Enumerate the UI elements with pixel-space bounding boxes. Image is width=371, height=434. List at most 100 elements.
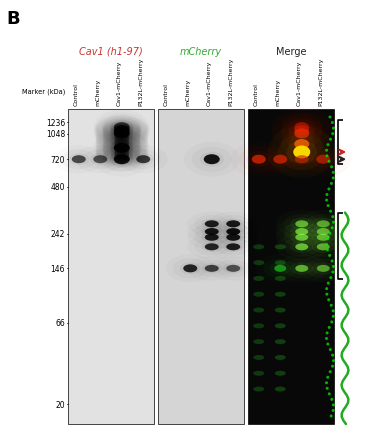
Ellipse shape (114, 139, 129, 147)
Ellipse shape (274, 265, 286, 272)
Text: Control: Control (254, 83, 259, 106)
Ellipse shape (205, 265, 219, 272)
Ellipse shape (295, 234, 308, 241)
Ellipse shape (331, 133, 334, 136)
Ellipse shape (316, 155, 330, 164)
Ellipse shape (317, 234, 330, 241)
Ellipse shape (332, 171, 335, 174)
Ellipse shape (114, 151, 129, 158)
Ellipse shape (275, 292, 286, 297)
Ellipse shape (288, 125, 315, 143)
Ellipse shape (326, 249, 329, 252)
Ellipse shape (312, 241, 335, 253)
Ellipse shape (114, 135, 129, 141)
Ellipse shape (275, 355, 286, 360)
Ellipse shape (288, 122, 315, 140)
Ellipse shape (253, 324, 264, 329)
Ellipse shape (246, 152, 271, 168)
Ellipse shape (330, 414, 333, 418)
Ellipse shape (114, 136, 129, 143)
Ellipse shape (114, 125, 129, 132)
Ellipse shape (114, 146, 129, 153)
Ellipse shape (114, 153, 129, 160)
Ellipse shape (267, 152, 293, 168)
Ellipse shape (325, 381, 328, 385)
Ellipse shape (253, 308, 264, 313)
Ellipse shape (114, 126, 130, 136)
Ellipse shape (331, 122, 334, 125)
Text: mCherry: mCherry (185, 79, 190, 106)
Ellipse shape (93, 156, 107, 164)
Text: 20: 20 (55, 400, 65, 409)
Ellipse shape (114, 128, 129, 135)
Ellipse shape (332, 404, 335, 407)
Text: 480: 480 (50, 183, 65, 192)
Ellipse shape (326, 332, 329, 335)
Ellipse shape (114, 129, 129, 136)
Ellipse shape (295, 244, 308, 251)
Ellipse shape (136, 156, 150, 164)
Text: 1048: 1048 (46, 130, 65, 139)
Ellipse shape (273, 155, 287, 164)
Ellipse shape (289, 153, 314, 167)
Ellipse shape (253, 387, 264, 391)
Ellipse shape (317, 265, 330, 272)
Ellipse shape (114, 156, 129, 163)
Ellipse shape (205, 234, 219, 241)
Ellipse shape (114, 144, 130, 154)
Ellipse shape (332, 309, 335, 312)
Ellipse shape (329, 138, 332, 141)
Ellipse shape (253, 292, 264, 297)
Ellipse shape (226, 234, 240, 241)
Ellipse shape (275, 276, 286, 281)
Ellipse shape (183, 265, 197, 273)
Text: mCherry: mCherry (180, 47, 222, 57)
Ellipse shape (114, 155, 129, 161)
Text: 242: 242 (50, 230, 65, 239)
Ellipse shape (312, 263, 335, 275)
Ellipse shape (114, 123, 130, 133)
Text: Cav1-mCherry: Cav1-mCherry (207, 60, 212, 106)
Ellipse shape (288, 136, 315, 154)
Ellipse shape (325, 293, 328, 296)
Ellipse shape (290, 226, 313, 238)
Ellipse shape (332, 127, 335, 130)
Ellipse shape (290, 241, 313, 253)
Ellipse shape (330, 304, 333, 307)
Ellipse shape (286, 141, 317, 164)
Ellipse shape (114, 145, 129, 151)
Ellipse shape (326, 376, 329, 379)
Ellipse shape (295, 265, 308, 272)
Bar (158, 110, 244, 424)
Ellipse shape (253, 339, 264, 344)
Ellipse shape (114, 150, 129, 157)
Text: Cav1-mCherry: Cav1-mCherry (297, 60, 302, 106)
Ellipse shape (325, 287, 328, 290)
Ellipse shape (205, 229, 219, 236)
Ellipse shape (114, 148, 129, 155)
Ellipse shape (330, 166, 333, 169)
Ellipse shape (330, 398, 333, 401)
Ellipse shape (114, 155, 130, 165)
Ellipse shape (328, 392, 331, 395)
Ellipse shape (253, 245, 264, 250)
Ellipse shape (290, 263, 313, 275)
Ellipse shape (331, 227, 334, 230)
Ellipse shape (275, 245, 286, 250)
Ellipse shape (226, 229, 240, 236)
Text: 720: 720 (50, 155, 65, 164)
Ellipse shape (329, 276, 332, 279)
Ellipse shape (328, 326, 331, 329)
Ellipse shape (326, 343, 329, 346)
Ellipse shape (253, 371, 264, 376)
Ellipse shape (204, 155, 220, 165)
Ellipse shape (275, 324, 286, 329)
Ellipse shape (114, 131, 129, 138)
Ellipse shape (328, 254, 331, 257)
Text: Control: Control (74, 83, 79, 106)
Ellipse shape (114, 129, 130, 139)
Ellipse shape (327, 299, 330, 302)
Text: Control: Control (164, 83, 169, 106)
Ellipse shape (226, 221, 240, 228)
Ellipse shape (294, 140, 309, 150)
